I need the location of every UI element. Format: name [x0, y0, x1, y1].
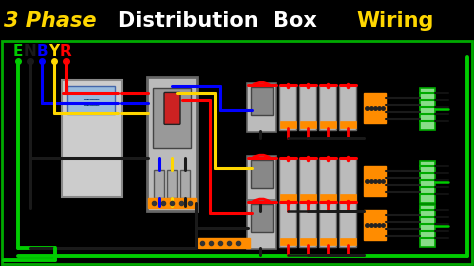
- Bar: [364, 210, 386, 240]
- Bar: [154, 170, 164, 198]
- Bar: [280, 238, 296, 245]
- Bar: [180, 170, 190, 198]
- Text: Wiring: Wiring: [356, 11, 433, 31]
- FancyBboxPatch shape: [247, 83, 276, 132]
- Bar: [320, 238, 336, 245]
- Bar: [420, 161, 435, 203]
- Text: Y: Y: [48, 44, 60, 59]
- FancyBboxPatch shape: [319, 85, 337, 130]
- Bar: [340, 238, 356, 245]
- Text: ─────: ─────: [83, 104, 99, 109]
- Bar: [340, 194, 356, 201]
- Bar: [67, 86, 115, 114]
- FancyBboxPatch shape: [300, 158, 317, 203]
- FancyBboxPatch shape: [247, 156, 276, 205]
- FancyBboxPatch shape: [319, 158, 337, 203]
- Text: Distribution  Box: Distribution Box: [118, 11, 317, 31]
- Bar: [167, 170, 177, 198]
- Text: N: N: [24, 44, 36, 59]
- Bar: [280, 194, 296, 201]
- Text: ─────: ─────: [83, 98, 99, 103]
- Bar: [198, 238, 250, 248]
- FancyBboxPatch shape: [280, 158, 297, 203]
- FancyBboxPatch shape: [300, 85, 317, 130]
- FancyBboxPatch shape: [147, 77, 197, 211]
- Bar: [251, 160, 273, 188]
- Bar: [420, 88, 435, 130]
- FancyBboxPatch shape: [319, 202, 337, 247]
- FancyBboxPatch shape: [300, 202, 317, 247]
- FancyBboxPatch shape: [339, 202, 356, 247]
- Bar: [300, 121, 316, 128]
- Bar: [320, 121, 336, 128]
- FancyBboxPatch shape: [280, 85, 297, 130]
- FancyBboxPatch shape: [62, 80, 122, 197]
- FancyBboxPatch shape: [339, 158, 356, 203]
- Bar: [280, 121, 296, 128]
- FancyBboxPatch shape: [247, 200, 276, 248]
- Bar: [251, 204, 273, 232]
- Bar: [148, 198, 196, 208]
- Bar: [300, 238, 316, 245]
- Bar: [300, 194, 316, 201]
- Bar: [340, 121, 356, 128]
- Text: E: E: [13, 44, 23, 59]
- Bar: [251, 88, 273, 115]
- Bar: [320, 194, 336, 201]
- FancyBboxPatch shape: [280, 202, 297, 247]
- Text: R: R: [60, 44, 72, 59]
- Text: B: B: [36, 44, 48, 59]
- Text: 3 Phase: 3 Phase: [4, 11, 97, 31]
- Bar: [153, 88, 191, 148]
- Bar: [420, 205, 435, 247]
- FancyBboxPatch shape: [164, 93, 180, 124]
- FancyBboxPatch shape: [339, 85, 356, 130]
- Bar: [364, 93, 386, 123]
- Bar: [364, 166, 386, 196]
